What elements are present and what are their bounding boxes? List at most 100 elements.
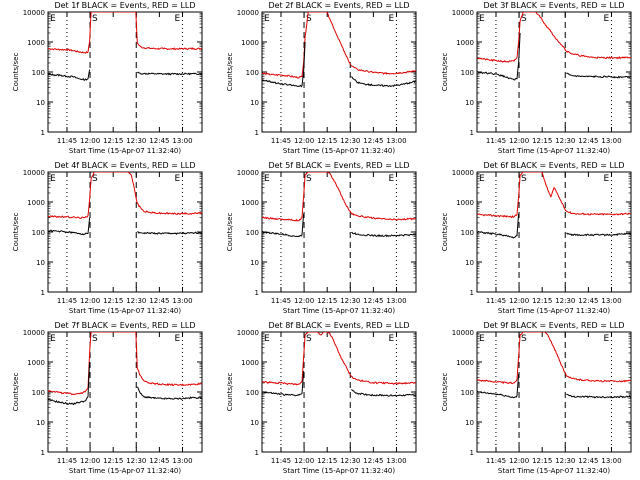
y-tick-label: 1000: [27, 39, 45, 47]
y-tick-label: 100: [461, 69, 474, 77]
x-tick-label: 13:00: [386, 297, 406, 305]
x-axis-label: Start Time (15-Apr-07 11:32:40): [69, 147, 181, 155]
series-events-line: [48, 361, 202, 406]
x-tick-label: 12:15: [532, 457, 552, 465]
panel-title: Det 8f BLACK = Events, RED = LLD: [268, 321, 409, 330]
x-tick-label: 12:45: [578, 457, 598, 465]
series-events-line: [48, 69, 202, 82]
panel-title: Det 3f BLACK = Events, RED = LLD: [483, 1, 624, 10]
x-tick-label: 12:45: [578, 297, 598, 305]
x-tick-label: 12:30: [340, 457, 360, 465]
y-tick-label: 10000: [237, 169, 259, 177]
x-tick-label: 12:00: [294, 457, 314, 465]
x-tick-label: 13:00: [601, 137, 621, 145]
x-tick-label: 11:45: [486, 137, 506, 145]
x-axis-label: Start Time (15-Apr-07 11:32:40): [283, 467, 395, 475]
x-tick-label: 13:00: [172, 457, 192, 465]
y-tick-label: 100: [32, 389, 45, 397]
y-tick-label: 10: [465, 419, 474, 427]
marker-end-e: E: [388, 174, 394, 184]
x-tick-label: 13:00: [172, 297, 192, 305]
panel-7: Det 7f BLACK = Events, RED = LLD 1 10 100 10…: [12, 321, 203, 475]
y-tick-label: 100: [32, 69, 45, 77]
x-tick-label: 11:45: [271, 297, 291, 305]
marker-start-e: E: [50, 174, 56, 184]
series-lld-line: [262, 332, 416, 386]
x-tick-label: 12:30: [340, 137, 360, 145]
y-axis-label: Counts/sec: [12, 373, 20, 412]
y-axis-label: Counts/sec: [441, 373, 449, 412]
x-tick-label: 12:00: [80, 457, 100, 465]
plot-frame: [261, 331, 417, 453]
y-tick-label: 1000: [241, 39, 259, 47]
x-tick-label: 11:45: [271, 457, 291, 465]
x-tick-label: 12:45: [149, 457, 169, 465]
x-tick-label: 12:45: [578, 137, 598, 145]
panel-9: Det 9f BLACK = Events, RED = LLD 1 10 100 10…: [441, 321, 632, 475]
y-tick-label: 100: [461, 229, 474, 237]
y-tick-label: 10000: [23, 329, 45, 337]
plot-frame: [476, 171, 632, 293]
y-tick-label: 1: [41, 289, 45, 297]
y-tick-label: 10000: [23, 9, 45, 17]
x-tick-label: 12:00: [294, 137, 314, 145]
series-lld-line: [48, 12, 202, 54]
plot-frame: [261, 11, 417, 133]
x-axis-label: Start Time (15-Apr-07 11:32:40): [69, 307, 181, 315]
y-tick-label: 100: [246, 69, 259, 77]
series-lld-line: [48, 172, 202, 220]
y-tick-label: 1: [470, 449, 474, 457]
y-tick-label: 10000: [237, 9, 259, 17]
marker-start-e: E: [50, 14, 56, 24]
x-tick-label: 12:00: [509, 137, 529, 145]
marker-s: S: [521, 14, 527, 24]
panel-8: Det 8f BLACK = Events, RED = LLD 1 10 100 10…: [226, 321, 417, 475]
y-tick-label: 10: [250, 419, 259, 427]
plot-frame: [47, 331, 203, 453]
x-tick-label: 13:00: [386, 457, 406, 465]
marker-start-e: E: [479, 14, 485, 24]
plot-frame: [47, 11, 203, 133]
x-axis-label: Start Time (15-Apr-07 11:32:40): [498, 147, 610, 155]
marker-start-e: E: [264, 334, 270, 344]
y-tick-label: 1: [470, 129, 474, 137]
x-axis-label: Start Time (15-Apr-07 11:32:40): [283, 307, 395, 315]
y-tick-label: 10: [250, 259, 259, 267]
y-axis-label: Counts/sec: [441, 213, 449, 252]
x-tick-label: 12:15: [103, 457, 123, 465]
y-axis-label: Counts/sec: [226, 213, 234, 252]
series-events-line: [477, 32, 631, 81]
marker-start-e: E: [50, 334, 56, 344]
marker-end-e: E: [174, 14, 180, 24]
marker-s: S: [521, 174, 527, 184]
x-axis-label: Start Time (15-Apr-07 11:32:40): [283, 147, 395, 155]
y-tick-label: 10: [36, 419, 45, 427]
x-tick-label: 12:45: [363, 297, 383, 305]
panel-1: Det 1f BLACK = Events, RED = LLD 1 10 100 10…: [12, 1, 203, 155]
x-tick-label: 12:30: [126, 457, 146, 465]
marker-end-e: E: [603, 14, 609, 24]
y-axis-label: Counts/sec: [12, 213, 20, 252]
series-events-line: [262, 41, 416, 88]
panel-5: Det 5f BLACK = Events, RED = LLD 1 10 100 10…: [226, 161, 417, 315]
plot-frame: [476, 11, 632, 133]
x-tick-label: 12:30: [126, 297, 146, 305]
x-tick-label: 13:00: [172, 137, 192, 145]
x-tick-label: 12:45: [149, 297, 169, 305]
series-lld-line: [262, 172, 416, 222]
y-axis-label: Counts/sec: [441, 53, 449, 92]
series-events-line: [477, 373, 631, 399]
x-tick-label: 11:45: [486, 297, 506, 305]
marker-s: S: [92, 14, 98, 24]
x-tick-label: 12:30: [555, 457, 575, 465]
x-axis-label: Start Time (15-Apr-07 11:32:40): [498, 307, 610, 315]
x-tick-label: 11:45: [486, 457, 506, 465]
marker-s: S: [92, 174, 98, 184]
marker-start-e: E: [264, 174, 270, 184]
x-tick-label: 12:00: [294, 297, 314, 305]
x-tick-label: 12:30: [126, 137, 146, 145]
x-axis-label: Start Time (15-Apr-07 11:32:40): [69, 467, 181, 475]
marker-start-e: E: [479, 334, 485, 344]
x-tick-label: 12:45: [363, 137, 383, 145]
